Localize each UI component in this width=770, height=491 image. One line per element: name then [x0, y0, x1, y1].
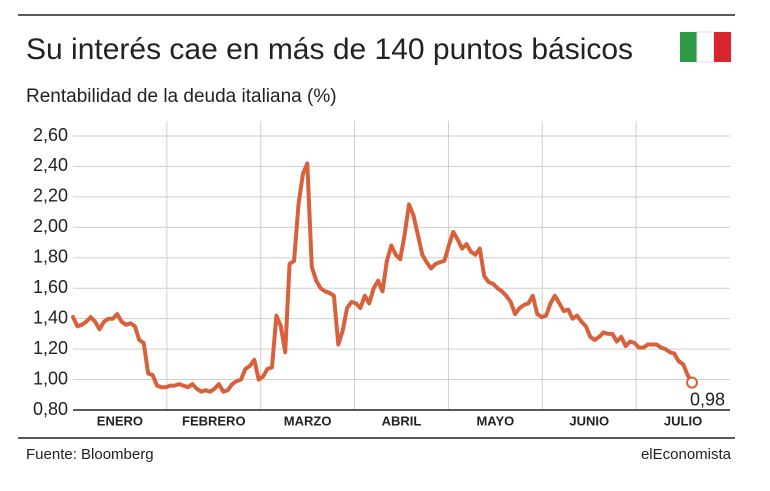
y-tick-label: 2,20	[33, 186, 68, 206]
y-tick-label: 1,80	[33, 247, 68, 267]
x-tick-label: JULIO	[664, 413, 702, 428]
y-tick-label: 1,40	[33, 307, 68, 327]
y-tick-label: 1,00	[33, 368, 68, 388]
y-tick-label: 2,00	[33, 216, 68, 236]
y-tick-label: 1,60	[33, 277, 68, 297]
x-tick-label: ENERO	[97, 413, 143, 428]
y-tick-label: 1,20	[33, 338, 68, 358]
chart-title: Su interés cae en más de 140 puntos bási…	[26, 33, 633, 66]
y-tick-label: 2,40	[33, 155, 68, 175]
y-tick-label: 0,80	[33, 399, 68, 419]
end-label: 0,98	[690, 389, 725, 409]
x-tick-label: JUNIO	[569, 413, 609, 428]
y-tick-label: 2,60	[33, 125, 68, 145]
x-tick-label: MARZO	[284, 413, 332, 428]
brand: elEconomista	[641, 446, 732, 463]
chart-subtitle: Rentabilidad de la deuda italiana (%)	[26, 86, 337, 107]
end-point	[686, 376, 698, 389]
x-tick-label: FEBRERO	[182, 413, 246, 428]
flag	[680, 31, 731, 63]
x-tick-label: ABRIL	[382, 413, 422, 428]
source: Fuente: Bloomberg	[26, 446, 154, 463]
x-tick-label: MAYO	[476, 413, 514, 428]
line	[71, 161, 694, 394]
